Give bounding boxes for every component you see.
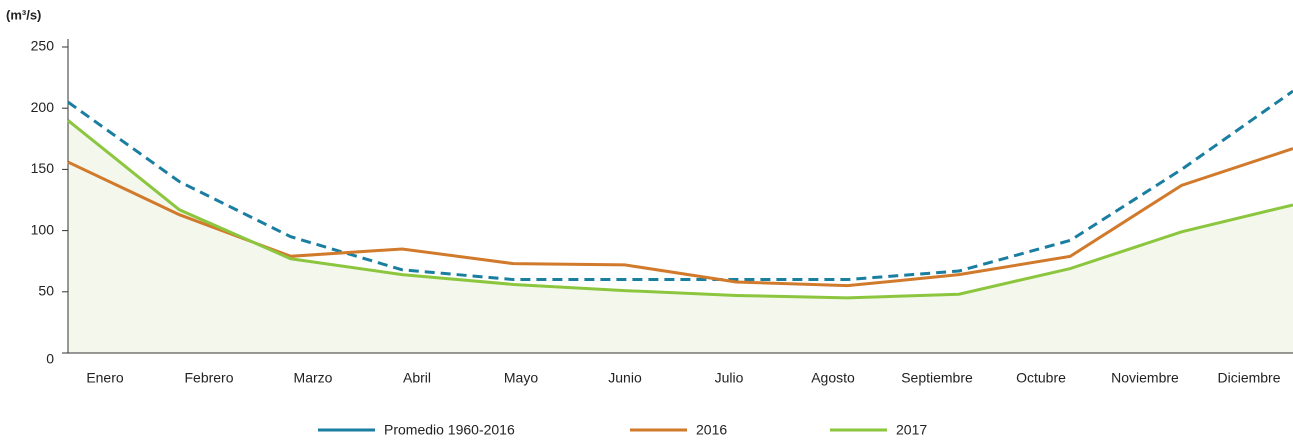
legend-label: 2017 bbox=[896, 422, 927, 438]
x-tick-label: Julio bbox=[715, 370, 744, 386]
y-tick-label: 250 bbox=[31, 38, 55, 54]
legend-label: 2016 bbox=[696, 422, 727, 438]
y-tick-label: 50 bbox=[38, 283, 54, 299]
legend-label: Promedio 1960-2016 bbox=[384, 422, 515, 438]
y-tick-label: 100 bbox=[31, 221, 55, 237]
y-tick-label: 0 bbox=[46, 351, 54, 367]
x-tick-label: Junio bbox=[608, 370, 642, 386]
x-tick-label: Mayo bbox=[504, 370, 538, 386]
x-tick-label: Agosto bbox=[811, 370, 855, 386]
x-tick-label: Noviembre bbox=[1111, 370, 1179, 386]
x-tick-label: Marzo bbox=[294, 370, 333, 386]
line bbox=[67, 119, 1293, 300]
x-tick-label: Enero bbox=[86, 370, 124, 386]
area bbox=[68, 120, 1293, 353]
y-tick-label: 150 bbox=[31, 160, 55, 176]
x-tick-label: Octubre bbox=[1016, 370, 1066, 386]
x-tick-label: Abril bbox=[403, 370, 431, 386]
y-tick-label: 200 bbox=[31, 99, 55, 115]
x-tick-label: Septiembre bbox=[901, 370, 973, 386]
x-tick-label: Diciembre bbox=[1217, 370, 1280, 386]
y-axis-label: (m³/s) bbox=[6, 7, 41, 22]
line bbox=[67, 89, 1293, 282]
x-tick-label: Febrero bbox=[184, 370, 233, 386]
